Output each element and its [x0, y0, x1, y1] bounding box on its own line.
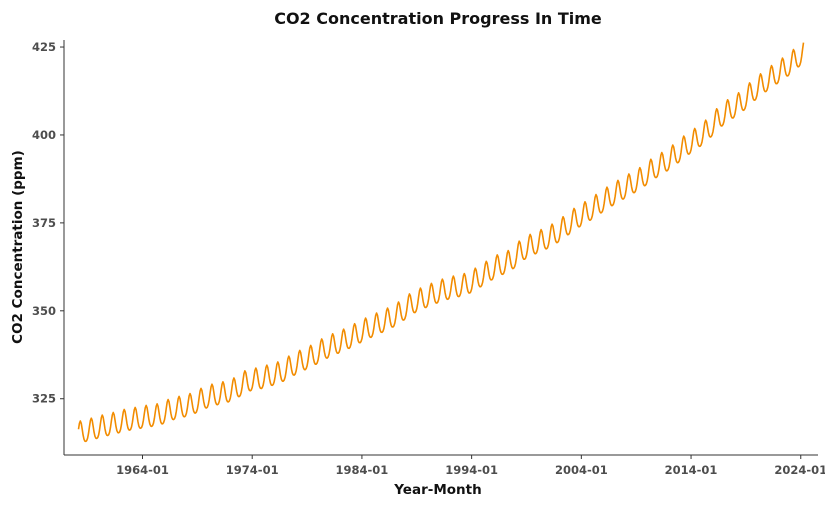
x-tick-label: 1994-01 [445, 463, 498, 477]
y-tick-label: 350 [32, 304, 56, 318]
x-tick-label: 2014-01 [665, 463, 718, 477]
y-tick-label: 400 [32, 128, 56, 142]
y-axis-ticks: 325 350 375 400 425 [32, 40, 64, 406]
series-layer [77, 42, 805, 443]
y-axis-title: CO2 Concentration (ppm) [10, 150, 26, 344]
co2-series-line [77, 42, 805, 443]
x-tick-label: 1964-01 [116, 463, 169, 477]
x-axis-ticks: 1964-01 1974-01 1984-01 1994-01 2004-01 2014-… [116, 455, 825, 477]
x-axis-title: Year-Month [393, 482, 481, 498]
chart-title: CO2 Concentration Progress In Time [274, 9, 602, 28]
y-tick-label: 375 [32, 216, 56, 230]
y-tick-label: 425 [32, 40, 56, 54]
x-tick-label: 1974-01 [226, 463, 279, 477]
y-tick-label: 325 [32, 392, 56, 406]
x-tick-label: 2004-01 [555, 463, 608, 477]
x-tick-label: 1984-01 [336, 463, 389, 477]
x-tick-label: 2024-01 [774, 463, 825, 477]
